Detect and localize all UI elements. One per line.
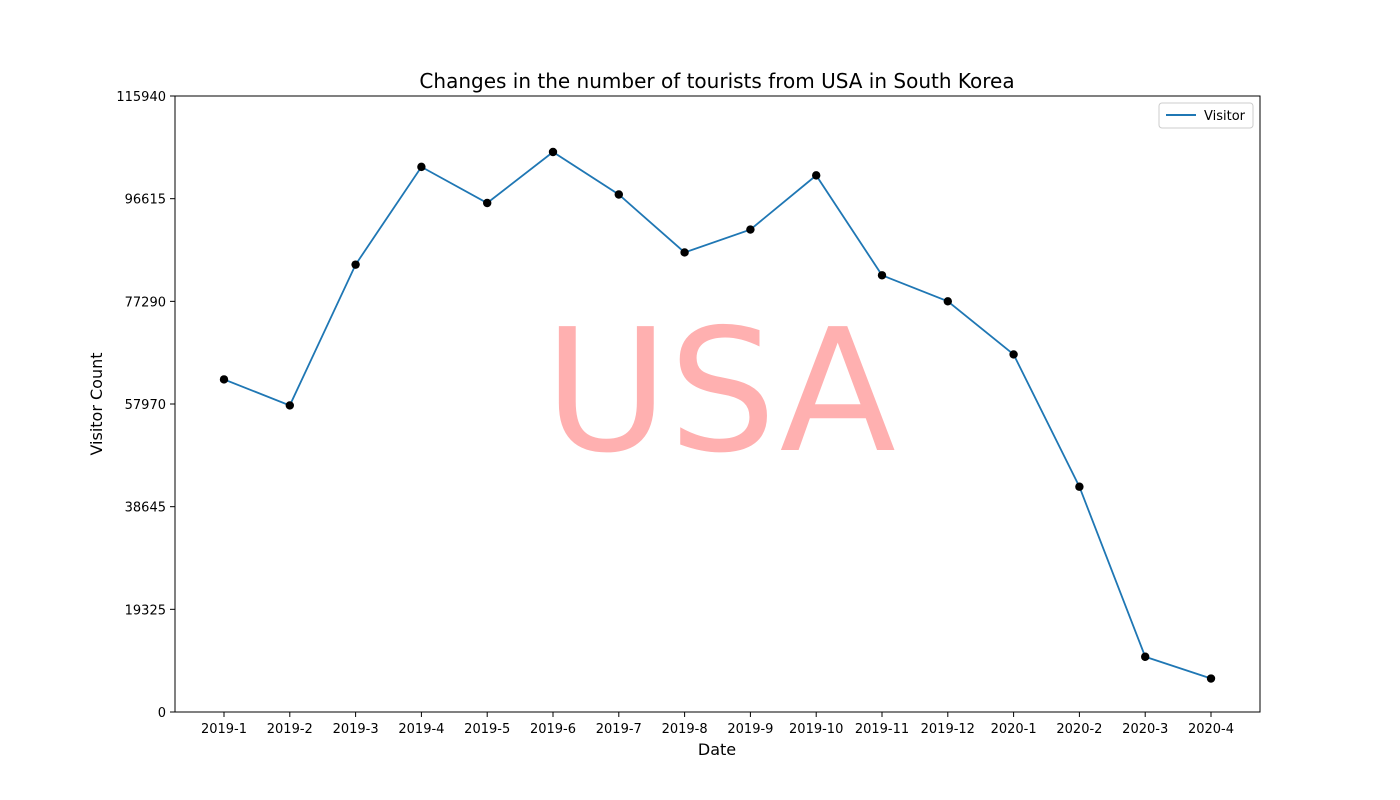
y-tick-label: 96615 <box>125 193 166 208</box>
data-point <box>943 297 952 306</box>
data-point <box>285 401 294 410</box>
x-tick-label: 2019-10 <box>789 722 843 737</box>
x-tick-label: 2019-5 <box>464 722 510 737</box>
legend-label: Visitor <box>1204 109 1246 124</box>
x-tick-label: 2019-12 <box>921 722 975 737</box>
data-point <box>614 190 623 199</box>
data-point <box>219 375 229 384</box>
data-point <box>483 198 492 208</box>
y-tick-label: 0 <box>158 706 166 721</box>
x-tick-label: 2019-4 <box>398 722 444 737</box>
legend: Visitor <box>1158 102 1254 129</box>
x-tick-label: 2020-1 <box>991 722 1037 737</box>
y-tick-label: 38645 <box>125 501 166 516</box>
data-point <box>1009 350 1018 359</box>
x-tick-label: 2019-9 <box>727 722 773 737</box>
legend-box <box>1158 102 1254 129</box>
x-tick-label: 2019-11 <box>855 722 909 737</box>
x-tick-label: 2020-2 <box>1056 722 1102 737</box>
data-point <box>1206 674 1216 683</box>
y-tick-label: 77290 <box>125 295 166 310</box>
x-tick-label: 2019-1 <box>201 722 247 737</box>
x-tick-label: 2019-2 <box>267 722 313 737</box>
data-point <box>548 147 558 157</box>
plot-layer <box>219 147 1216 683</box>
data-point <box>417 162 426 172</box>
y-tick-label: 57970 <box>125 398 166 413</box>
data-point <box>877 271 887 280</box>
x-tick-label: 2020-3 <box>1122 722 1168 737</box>
data-point <box>680 248 689 257</box>
chart-title: Changes in the number of tourists from U… <box>419 69 1014 93</box>
data-point <box>812 171 821 180</box>
x-tick-label: 2019-8 <box>662 722 708 737</box>
y-axis-ticks: 0 19325 38645 57970 77290 96615 115940 <box>116 90 175 721</box>
y-axis-label: Visitor Count <box>87 352 106 455</box>
x-tick-label: 2020-4 <box>1188 722 1234 737</box>
watermark-text: USA <box>544 293 896 491</box>
x-tick-label: 2019-3 <box>333 722 379 737</box>
data-point <box>351 260 360 269</box>
y-tick-label: 115940 <box>116 90 166 105</box>
x-tick-label: 2019-6 <box>530 722 576 737</box>
x-axis-ticks: 2019-1 2019-2 2019-3 2019-4 2019-5 2019-6 2019… <box>201 712 1234 737</box>
y-tick-label: 19325 <box>125 603 166 618</box>
data-point <box>746 225 755 234</box>
x-axis-label: Date <box>698 740 736 759</box>
data-point <box>1075 482 1084 491</box>
data-point <box>1141 652 1150 661</box>
x-tick-label: 2019-7 <box>596 722 642 737</box>
series-line-visitor <box>223 150 1212 680</box>
